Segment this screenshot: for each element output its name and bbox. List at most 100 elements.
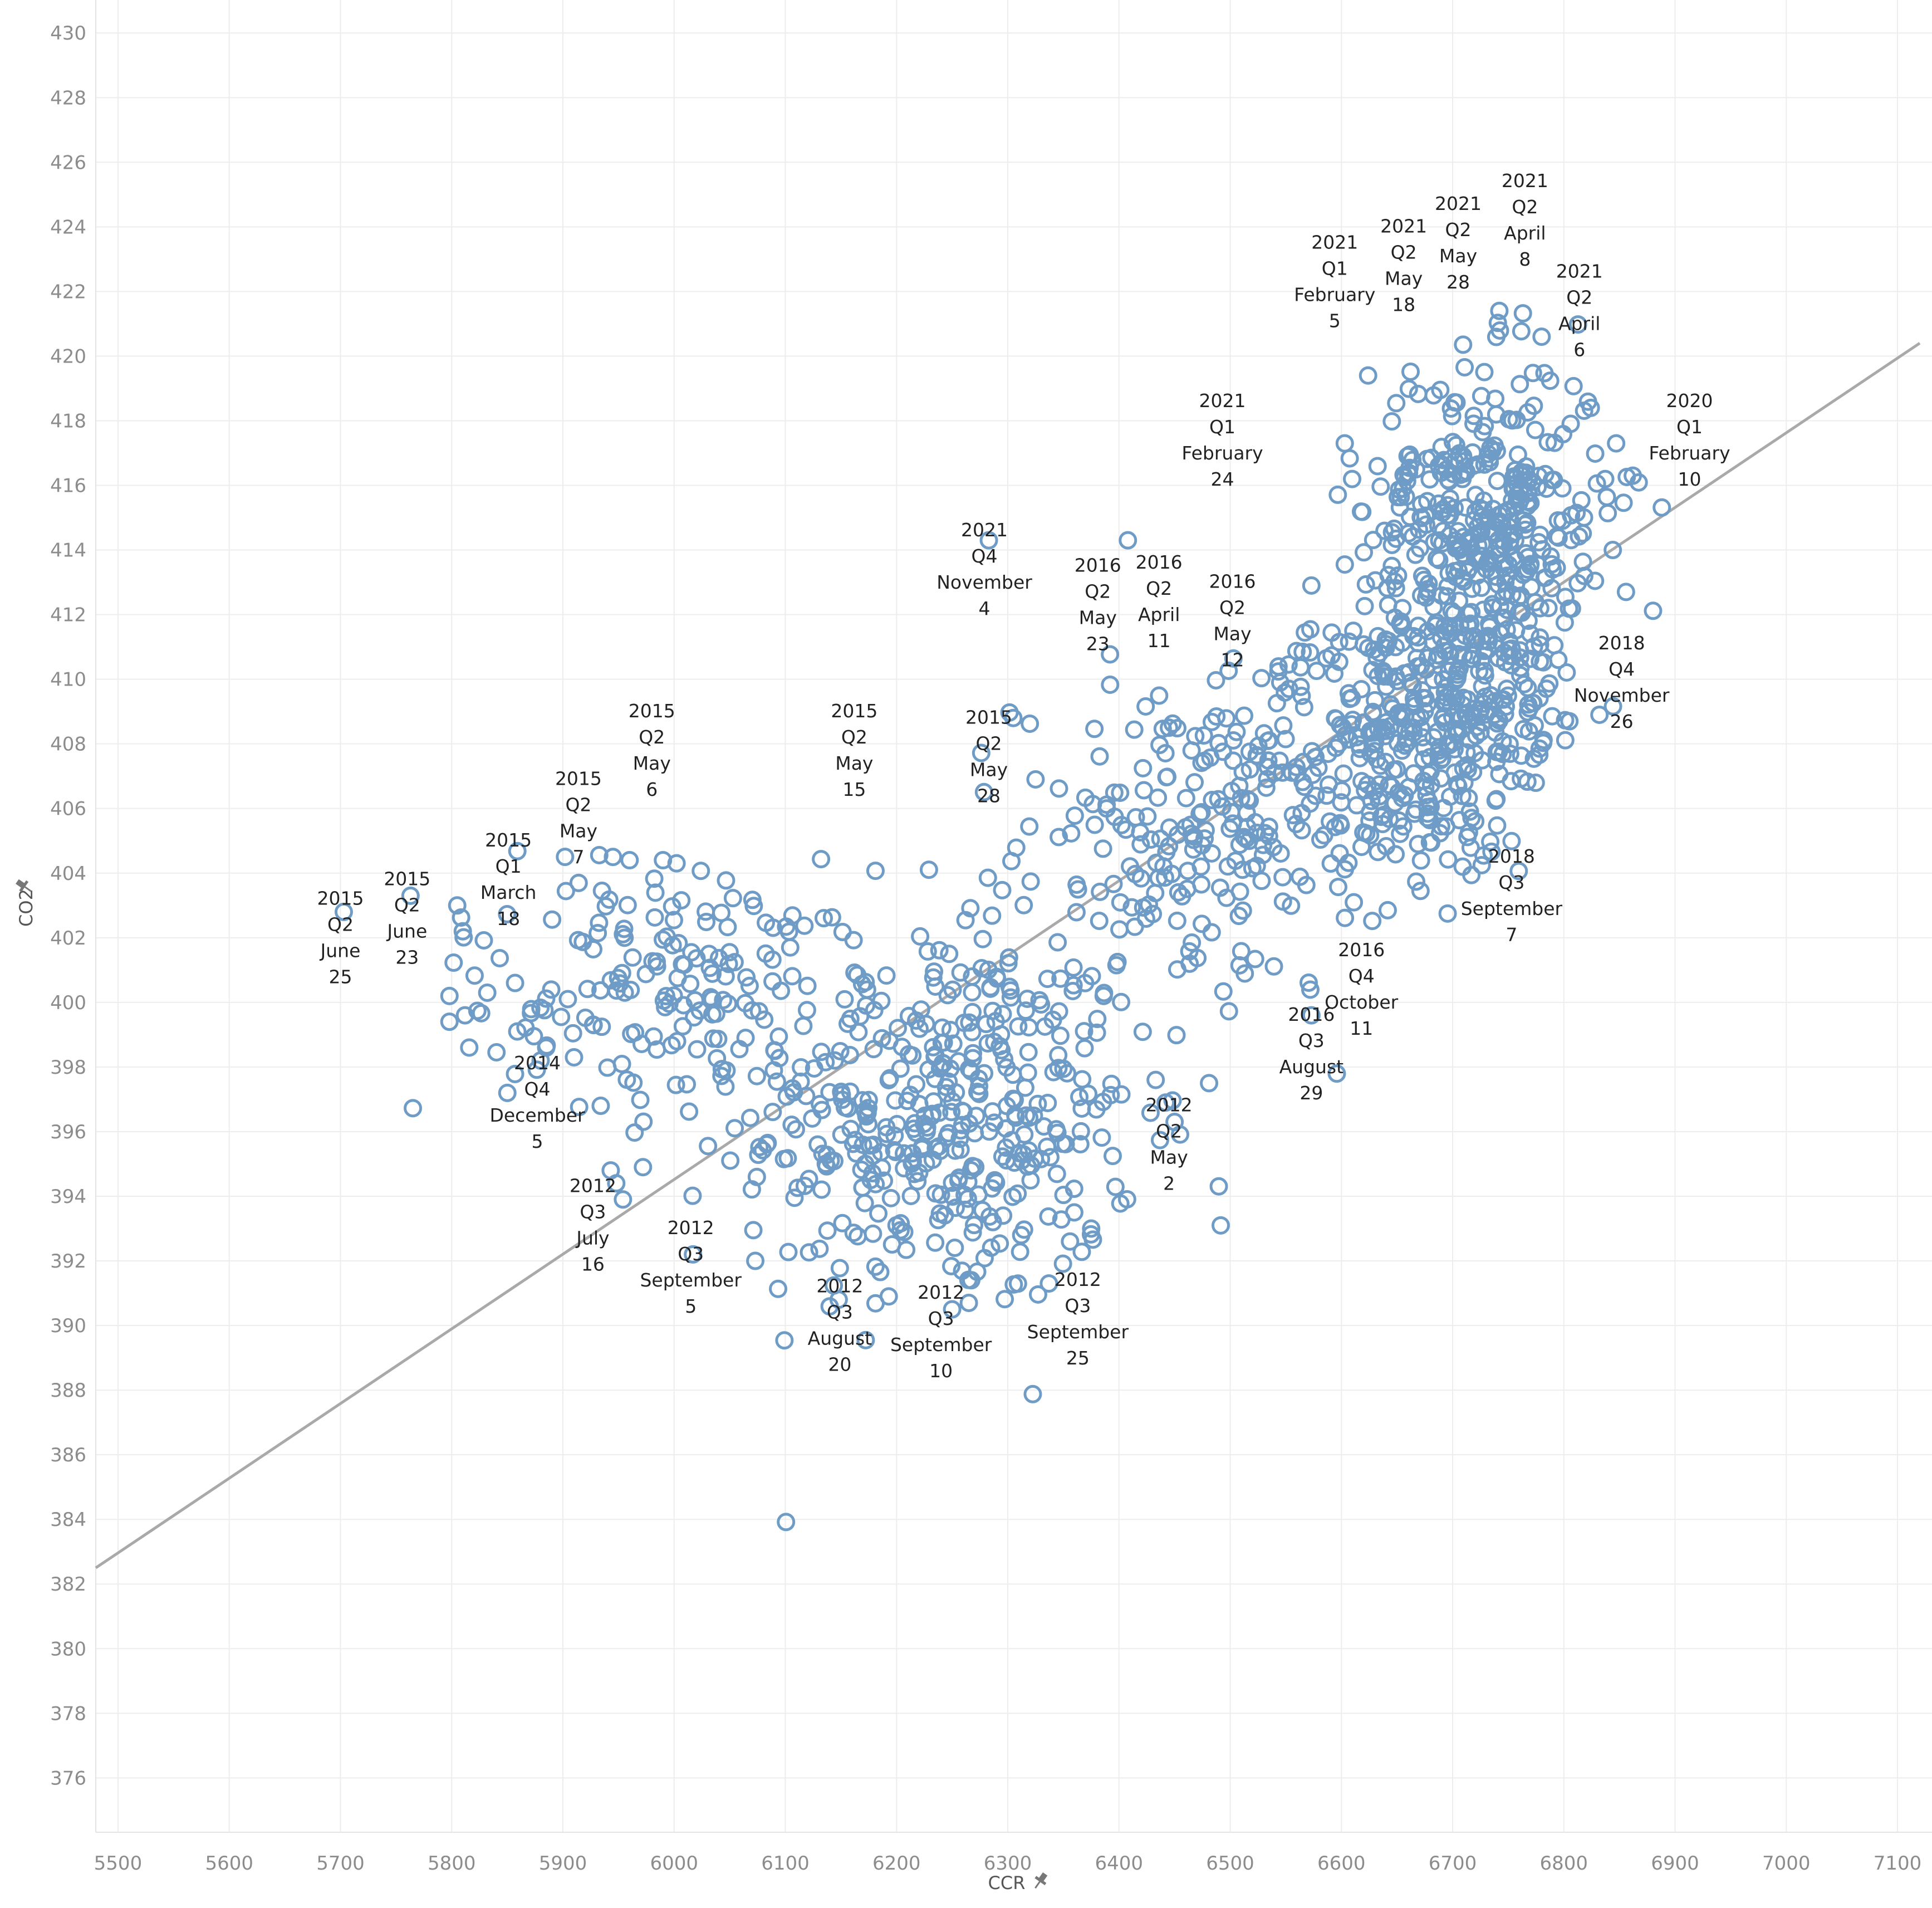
- data-point[interactable]: [506, 973, 524, 992]
- data-point[interactable]: [1353, 502, 1372, 521]
- data-point[interactable]: [1028, 1094, 1047, 1113]
- data-point[interactable]: [712, 903, 731, 922]
- data-point[interactable]: [857, 996, 876, 1015]
- data-point[interactable]: [1490, 765, 1509, 784]
- data-point[interactable]: [1365, 782, 1384, 801]
- data-point[interactable]: [1150, 1131, 1169, 1149]
- data-point[interactable]: [1419, 792, 1438, 811]
- data-point[interactable]: [1021, 872, 1040, 891]
- data-point[interactable]: [1379, 595, 1397, 614]
- data-point[interactable]: [1134, 781, 1153, 800]
- data-point[interactable]: [1039, 1274, 1058, 1293]
- data-point[interactable]: [1328, 878, 1347, 897]
- data-point[interactable]: [1233, 762, 1252, 781]
- data-point[interactable]: [1382, 523, 1401, 542]
- data-point[interactable]: [1535, 364, 1554, 383]
- data-point[interactable]: [1403, 676, 1422, 695]
- data-point[interactable]: [951, 1121, 970, 1140]
- data-point[interactable]: [1399, 777, 1418, 796]
- data-point[interactable]: [1564, 376, 1583, 395]
- data-point[interactable]: [712, 1066, 731, 1085]
- data-point[interactable]: [487, 1043, 506, 1061]
- data-point[interactable]: [1454, 335, 1473, 354]
- data-point[interactable]: [1479, 632, 1498, 651]
- data-point[interactable]: [708, 1049, 727, 1068]
- data-point[interactable]: [972, 743, 990, 762]
- data-point[interactable]: [1184, 840, 1203, 859]
- data-point[interactable]: [996, 1290, 1014, 1309]
- data-point[interactable]: [1022, 1156, 1041, 1175]
- data-point[interactable]: [779, 1242, 798, 1261]
- data-point[interactable]: [1149, 788, 1168, 807]
- data-point[interactable]: [1326, 818, 1345, 836]
- data-point[interactable]: [1495, 705, 1514, 723]
- data-point[interactable]: [721, 1151, 740, 1170]
- data-point[interactable]: [1486, 791, 1505, 810]
- data-point[interactable]: [460, 1038, 479, 1057]
- data-point[interactable]: [1234, 828, 1253, 847]
- data-point[interactable]: [879, 1070, 898, 1089]
- data-point[interactable]: [1065, 1203, 1083, 1222]
- data-point[interactable]: [625, 1123, 644, 1142]
- data-point[interactable]: [656, 987, 675, 1006]
- data-point[interactable]: [1490, 301, 1509, 320]
- data-point[interactable]: [1012, 1226, 1031, 1245]
- data-point[interactable]: [1472, 855, 1491, 874]
- data-point[interactable]: [448, 896, 467, 915]
- data-point[interactable]: [578, 980, 597, 999]
- data-point[interactable]: [615, 919, 634, 938]
- data-point[interactable]: [1375, 664, 1394, 683]
- data-point[interactable]: [1094, 986, 1113, 1005]
- data-point[interactable]: [999, 954, 1018, 973]
- data-point[interactable]: [1081, 1225, 1100, 1244]
- data-point[interactable]: [1416, 506, 1435, 525]
- data-point[interactable]: [1094, 839, 1112, 858]
- data-point[interactable]: [1562, 599, 1581, 618]
- data-point[interactable]: [1464, 407, 1483, 425]
- data-point[interactable]: [1209, 1177, 1228, 1196]
- data-point[interactable]: [1151, 829, 1170, 848]
- data-point[interactable]: [614, 1190, 632, 1209]
- data-point[interactable]: [1097, 799, 1116, 818]
- data-point[interactable]: [1459, 789, 1478, 808]
- data-point[interactable]: [795, 916, 814, 935]
- data-point[interactable]: [1210, 878, 1229, 897]
- data-point[interactable]: [1207, 671, 1225, 689]
- data-point[interactable]: [1287, 757, 1306, 776]
- data-point[interactable]: [1360, 811, 1379, 830]
- data-point[interactable]: [764, 1061, 783, 1080]
- data-point[interactable]: [645, 908, 664, 927]
- data-point[interactable]: [1497, 679, 1516, 698]
- data-point[interactable]: [404, 1099, 423, 1118]
- data-point[interactable]: [1616, 583, 1635, 601]
- data-point[interactable]: [1291, 677, 1310, 696]
- data-point[interactable]: [1502, 656, 1521, 675]
- data-point[interactable]: [1400, 445, 1419, 464]
- data-point[interactable]: [601, 971, 620, 990]
- data-point[interactable]: [822, 908, 841, 927]
- data-point[interactable]: [940, 945, 959, 963]
- data-point[interactable]: [831, 1041, 850, 1060]
- data-point[interactable]: [1110, 920, 1129, 939]
- data-point[interactable]: [769, 1279, 788, 1298]
- data-point[interactable]: [1122, 898, 1141, 917]
- data-point[interactable]: [474, 931, 493, 950]
- data-point[interactable]: [1440, 736, 1459, 755]
- data-point[interactable]: [808, 1135, 827, 1154]
- data-point[interactable]: [1254, 835, 1273, 854]
- data-point[interactable]: [1417, 515, 1436, 534]
- data-point[interactable]: [1252, 872, 1271, 891]
- data-point[interactable]: [1192, 754, 1211, 772]
- data-point[interactable]: [951, 963, 970, 982]
- data-point[interactable]: [1062, 824, 1081, 843]
- data-point[interactable]: [1064, 958, 1083, 977]
- data-point[interactable]: [1190, 804, 1209, 823]
- data-point[interactable]: [1553, 511, 1572, 530]
- data-point[interactable]: [1293, 642, 1312, 661]
- data-point[interactable]: [1464, 414, 1483, 433]
- data-point[interactable]: [965, 1216, 984, 1235]
- data-point[interactable]: [1039, 1207, 1058, 1226]
- data-point[interactable]: [1439, 618, 1458, 637]
- data-point[interactable]: [1126, 864, 1145, 883]
- data-point[interactable]: [1497, 620, 1516, 639]
